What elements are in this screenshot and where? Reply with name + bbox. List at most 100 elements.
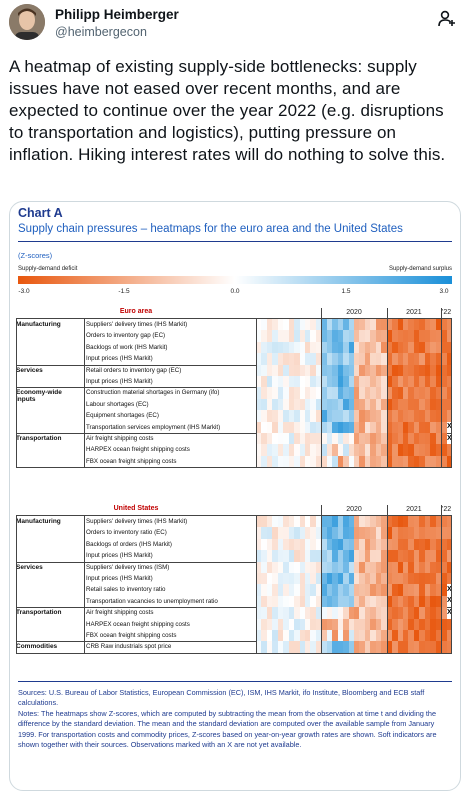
heatmap-cell <box>370 630 377 642</box>
author-handle[interactable]: @heimbergecon <box>55 25 147 39</box>
heatmap-cell <box>332 455 339 468</box>
heatmap-cell <box>441 421 448 433</box>
heatmap-cell <box>419 538 426 551</box>
heatmap-cell <box>261 561 268 573</box>
heatmap-cell <box>315 618 322 630</box>
heatmap-cell <box>381 319 388 331</box>
category-label: Services <box>16 366 43 374</box>
heatmap-cell <box>354 641 360 653</box>
heatmap-cell <box>283 516 290 528</box>
heatmap-cell <box>315 455 322 468</box>
heatmap-cell <box>397 398 404 411</box>
heatmap-cell <box>370 341 377 354</box>
heatmap-cell <box>446 364 453 376</box>
heatmap-cell <box>375 561 382 573</box>
heatmap-cell <box>256 527 262 539</box>
heatmap-cell <box>419 607 426 619</box>
heatmap-cell <box>321 410 328 422</box>
heatmap-cell <box>310 538 317 551</box>
heatmap-cell <box>343 561 350 573</box>
heatmap-cell <box>305 584 311 596</box>
heatmap-cell <box>392 630 399 642</box>
heatmap-cell <box>408 410 415 422</box>
unavailable-mark: X <box>447 597 452 605</box>
author-name[interactable]: Philipp Heimberger <box>55 7 179 22</box>
heatmap-cell <box>359 516 366 528</box>
heatmap-cell <box>299 516 306 528</box>
heatmap-cell <box>364 455 371 468</box>
heatmap-cell <box>256 641 262 653</box>
heatmap-cell <box>413 330 420 342</box>
heatmap-cell <box>288 584 295 596</box>
heatmap-cell <box>321 573 328 585</box>
heatmap-cell <box>305 330 311 342</box>
heatmap-cell <box>441 387 448 399</box>
heatmap-cell <box>354 387 360 399</box>
heatmap-cell <box>348 387 355 399</box>
heatmap-cell <box>294 387 301 399</box>
heatmap-cell <box>419 561 426 573</box>
heatmap-cell <box>381 584 388 596</box>
heatmap-cell <box>321 516 328 528</box>
heatmap-cell <box>424 319 431 331</box>
heatmap-cell <box>294 330 301 342</box>
heatmap-cell <box>310 364 317 376</box>
heatmap-cell <box>283 319 290 331</box>
row-label: Input prices (IHS Markit) <box>86 552 153 560</box>
heatmap-cell <box>354 618 360 630</box>
row-label: Input prices (IHS Markit) <box>86 355 153 363</box>
heatmap-cell <box>332 538 339 551</box>
heatmap-cell <box>261 573 268 585</box>
heatmap-cell <box>446 319 453 331</box>
heatmap-cell <box>272 630 279 642</box>
heatmap-cell <box>288 410 295 422</box>
heatmap-cell <box>441 341 448 354</box>
heatmap-cell <box>419 516 426 528</box>
heatmap-cell <box>419 353 426 365</box>
heatmap-cell <box>446 353 453 365</box>
heatmap-cell <box>419 550 426 562</box>
heatmap-cell <box>294 618 301 630</box>
heatmap-cell <box>441 353 448 365</box>
heatmap-cell <box>397 319 404 331</box>
heatmap-cell <box>386 387 393 399</box>
heatmap-cell <box>392 341 399 354</box>
heatmap-cell <box>441 550 448 562</box>
heatmap-cell <box>424 538 431 551</box>
heatmap-cell <box>337 595 344 608</box>
heatmap-cell <box>441 641 448 653</box>
heatmap-cell <box>272 595 279 608</box>
row-label: Retail sales to inventory ratio <box>86 586 166 594</box>
heatmap-cell <box>256 444 262 456</box>
row-label: Suppliers' delivery times (ISM) <box>86 563 170 571</box>
heatmap-cell <box>386 595 393 608</box>
heatmap-cell <box>299 584 306 596</box>
heatmap-cell <box>413 364 420 376</box>
heatmap-cell <box>364 538 371 551</box>
heatmap-cell <box>277 444 284 456</box>
heatmap-cell <box>430 584 437 596</box>
heatmap-cell <box>337 630 344 642</box>
heatmap-cell <box>424 410 431 422</box>
heatmap-cell <box>408 630 415 642</box>
heatmap-cell <box>397 550 404 562</box>
heatmap-cell <box>354 341 360 354</box>
heatmap-cell <box>413 595 420 608</box>
heatmap-cell <box>305 444 311 456</box>
heatmap-cell <box>386 516 393 528</box>
chart-image[interactable]: Chart A Supply chain pressures – heatmap… <box>9 201 461 791</box>
grid-line <box>16 467 452 469</box>
heatmap-cell <box>419 364 426 376</box>
heatmap-cell <box>370 641 377 653</box>
heatmap-cell <box>413 444 420 456</box>
avatar[interactable] <box>9 4 45 40</box>
heatmap-cell <box>397 607 404 619</box>
heatmap-cell <box>261 516 268 528</box>
heatmap-cell <box>413 410 420 422</box>
heatmap-cell <box>305 455 311 468</box>
heatmap-cell <box>419 455 426 468</box>
heatmap-cell <box>326 630 333 642</box>
heatmap-cell <box>315 573 322 585</box>
heatmap-cell <box>261 527 268 539</box>
follow-add-icon[interactable] <box>437 9 457 29</box>
